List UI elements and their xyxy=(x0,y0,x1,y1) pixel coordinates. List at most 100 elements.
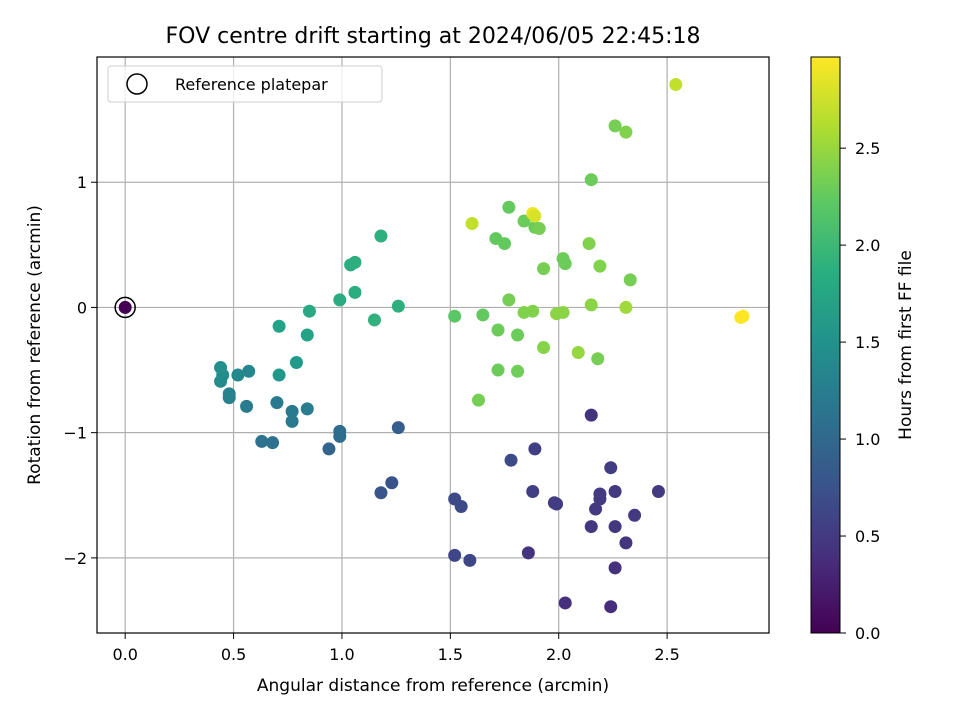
y-tick-label: 0 xyxy=(77,298,87,317)
scatter-point xyxy=(608,119,622,133)
x-axis-ticks: 0.0 0.5 1.0 1.5 2.0 2.5 xyxy=(112,633,680,664)
scatter-point xyxy=(374,486,388,500)
colorbar-tick-label: 2.5 xyxy=(855,139,880,158)
scatter-point xyxy=(289,356,303,370)
scatter-point xyxy=(491,323,505,337)
colorbar-ticks: 0.0 0.5 1.0 1.5 2.0 2.5 xyxy=(840,139,880,643)
colorbar-tick-label: 0.0 xyxy=(855,624,880,643)
y-tick-label: −1 xyxy=(63,424,87,443)
scatter-point xyxy=(255,434,269,448)
scatter-point xyxy=(608,485,622,499)
scatter-point xyxy=(476,308,490,322)
scatter-point xyxy=(582,237,596,251)
scatter-point xyxy=(300,402,314,416)
colorbar-label: Hours from first FF file xyxy=(896,250,916,440)
scatter-point xyxy=(348,285,362,299)
colorbar: 0.0 0.5 1.0 1.5 2.0 2.5 Hours from first FF f… xyxy=(810,56,916,643)
colorbar-tick-label: 1.5 xyxy=(855,333,880,352)
scatter-point xyxy=(517,214,531,228)
scatter-point xyxy=(333,293,347,307)
scatter-point xyxy=(333,424,347,438)
scatter-point xyxy=(558,257,572,271)
x-axis-label: Angular distance from reference (arcmin) xyxy=(257,676,609,696)
colorbar-tick-label: 2.0 xyxy=(855,236,880,255)
x-tick-label: 2.5 xyxy=(654,645,679,664)
scatter-point xyxy=(651,485,665,499)
scatter-point xyxy=(118,300,132,314)
scatter-point xyxy=(266,436,280,450)
scatter-point xyxy=(511,328,525,342)
scatter-point xyxy=(502,200,516,214)
scatter-point xyxy=(526,485,540,499)
colorbar-tick-label: 0.5 xyxy=(855,527,880,546)
scatter-point xyxy=(231,368,245,382)
scatter-point xyxy=(584,520,598,534)
grid-lines xyxy=(97,57,769,633)
scatter-point xyxy=(214,361,228,375)
y-tick-label: 1 xyxy=(77,173,87,192)
scatter-point xyxy=(669,78,683,92)
scatter-point xyxy=(448,309,462,323)
scatter-point xyxy=(604,461,618,475)
scatter-point xyxy=(593,487,607,501)
plot-frame xyxy=(96,56,770,634)
scatter-point xyxy=(608,561,622,575)
reference-marker xyxy=(114,296,136,319)
scatter-point xyxy=(528,442,542,456)
legend-reference-marker xyxy=(126,73,148,95)
scatter-point xyxy=(556,305,570,319)
scatter-point xyxy=(465,217,479,231)
scatter-point xyxy=(272,319,286,333)
scatter-point xyxy=(619,125,633,139)
scatter-point xyxy=(302,304,316,318)
scatter-point xyxy=(584,173,598,187)
scatter-point xyxy=(491,363,505,377)
scatter-point xyxy=(532,222,546,236)
scatter-point xyxy=(511,364,525,378)
scatter-point xyxy=(285,414,299,428)
y-axis-label: Rotation from reference (arcmin) xyxy=(25,205,45,485)
scatter-point xyxy=(463,553,477,567)
scatter-point xyxy=(242,364,256,378)
scatter-point xyxy=(270,396,284,410)
x-tick-label: 2.0 xyxy=(546,645,571,664)
x-tick-label: 0.0 xyxy=(112,645,137,664)
scatter-point xyxy=(472,393,486,407)
scatter-point xyxy=(322,442,336,456)
scatter-point xyxy=(348,255,362,269)
scatter-point xyxy=(591,352,605,366)
x-tick-label: 0.5 xyxy=(221,645,246,664)
scatter-point xyxy=(623,273,637,287)
scatter-point xyxy=(391,421,405,435)
scatter-point xyxy=(528,209,542,223)
scatter-point xyxy=(448,548,462,562)
reference-platepar-marker xyxy=(114,296,136,319)
scatter-point xyxy=(498,237,512,251)
scatter-point xyxy=(558,596,572,610)
scatter-point xyxy=(385,476,399,490)
scatter-point xyxy=(571,346,585,360)
legend: Reference platepar xyxy=(107,65,383,103)
scatter-point xyxy=(537,262,551,276)
scatter-point xyxy=(593,259,607,273)
scatter-point xyxy=(736,309,750,323)
scatter-point xyxy=(504,453,518,467)
scatter-point xyxy=(584,408,598,422)
y-tick-label: −2 xyxy=(63,549,87,568)
legend-entry-reference: Reference platepar xyxy=(175,75,328,94)
scatter-point xyxy=(367,313,381,327)
x-tick-label: 1.0 xyxy=(329,645,354,664)
scatter-point xyxy=(608,520,622,534)
scatter-point xyxy=(448,492,462,506)
chart-title: FOV centre drift starting at 2024/06/05 … xyxy=(166,24,701,49)
colorbar-tick-label: 1.0 xyxy=(855,430,880,449)
scatter-point xyxy=(240,399,254,413)
scatter-point xyxy=(374,229,388,243)
y-axis-ticks: −2 −1 0 1 xyxy=(63,173,97,568)
scatter-point xyxy=(285,404,299,418)
colorbar-gradient xyxy=(810,56,841,634)
scatter-point xyxy=(272,368,286,382)
x-tick-label: 1.5 xyxy=(438,645,463,664)
data-points xyxy=(118,78,750,614)
